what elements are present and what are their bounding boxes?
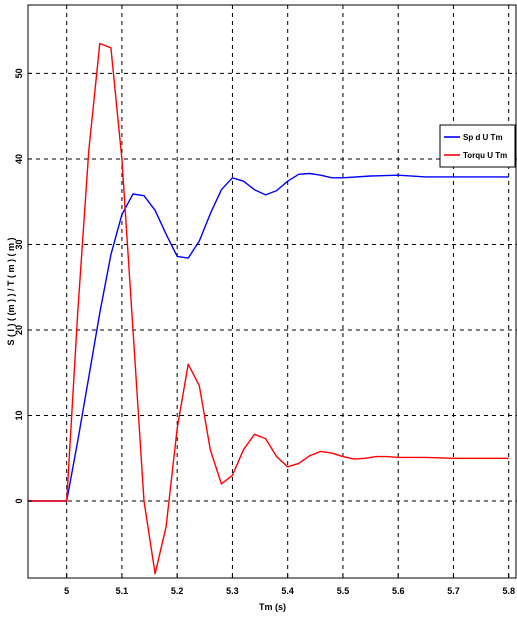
legend-box (439, 124, 516, 168)
x-tick-label: 5.2 (171, 586, 184, 596)
y-tick-label: 10 (14, 410, 24, 420)
y-tick-label: 50 (14, 68, 24, 78)
y-axis-label: S ( l ) ( (m ) ) / T ( m ) ( m ) (6, 238, 16, 346)
x-axis-label: Tm (s) (259, 602, 286, 612)
y-tick-label: 40 (14, 154, 24, 164)
x-tick-label: 5.6 (392, 586, 405, 596)
x-tick-label: 5.1 (116, 586, 129, 596)
series-lines (28, 42, 509, 575)
y-axis-ticks: 0 10 20 30 40 50 (14, 68, 32, 504)
legend: Sp d U Tm Torqu U Tm (439, 124, 516, 168)
y-tick-label: 0 (14, 499, 24, 504)
x-tick-label: 5.4 (281, 586, 294, 596)
y-tick-label: 20 (14, 325, 24, 335)
grid-lines (28, 5, 517, 578)
x-tick-label: 5 (64, 586, 69, 596)
x-tick-label: 5.7 (447, 586, 460, 596)
series-line-1 (28, 172, 509, 502)
legend-label-1: Sp d U Tm (463, 133, 503, 142)
x-axis-ticks: 5 5.1 5.2 5.3 5.4 5.5 5.6 5.7 5.8 (64, 574, 515, 596)
x-tick-label: 5.3 (226, 586, 239, 596)
legend-label-2: Torqu U Tm (463, 151, 507, 160)
x-tick-label: 5.5 (337, 586, 350, 596)
series-line-2 (28, 42, 509, 575)
plot-area (28, 5, 517, 578)
x-tick-label: 5.8 (502, 586, 515, 596)
y-tick-label: 30 (14, 239, 24, 249)
plot-frame (27, 4, 517, 579)
